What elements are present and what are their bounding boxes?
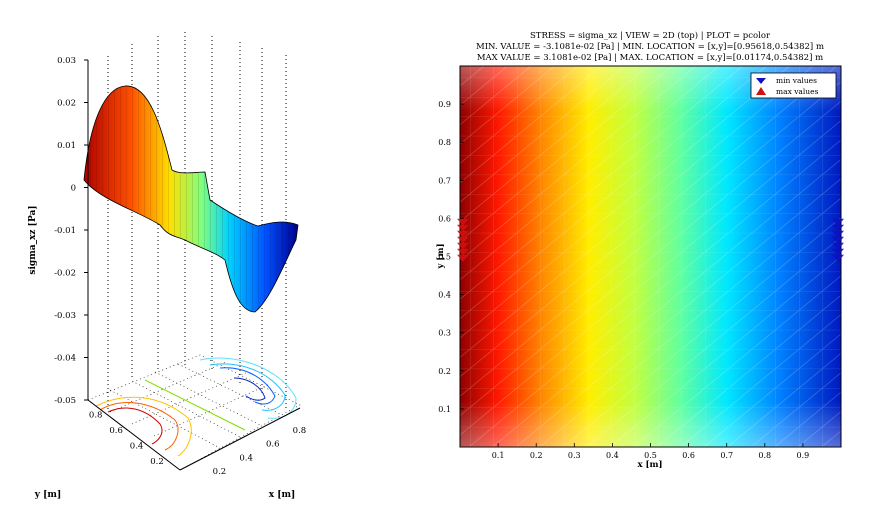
x-tick-label: 0.6 (682, 451, 695, 460)
y-tick-label: 0.9 (438, 100, 451, 109)
x-axis-label-3d: x [m] (269, 490, 296, 500)
x-tick-label-3d: 0.8 (293, 426, 307, 436)
x-axis-label: x [m] (637, 460, 662, 470)
y-tick-label: 0.2 (438, 367, 451, 376)
title-line-2: MIN. VALUE = -3.1081e-02 [Pa] | MIN. LOC… (476, 42, 824, 52)
z-tick-label: -0.03 (54, 311, 76, 321)
y-tick-label: 0.3 (438, 329, 451, 338)
z-tick-label: 0.03 (57, 56, 76, 66)
y-axis (87, 399, 181, 471)
y-tick-label: 0.1 (438, 405, 451, 414)
x-tick-label: 0.5 (644, 451, 657, 460)
max-marker (457, 242, 469, 250)
max-marker (457, 254, 469, 262)
z-tick-label: -0.04 (54, 354, 76, 364)
y-tick-label-3d: 0.2 (150, 457, 164, 467)
floor-grid (87, 354, 301, 471)
heatmap-plot: STRESS = sigma_xz | VIEW = 2D (top) | PL… (436, 30, 844, 470)
min-marker-icon (756, 78, 766, 84)
legend: min values max values (750, 72, 837, 99)
y-tick-labels-3d: 0.8 0.6 0.4 0.2 (89, 411, 164, 468)
y-axis-label: y [m] (436, 244, 446, 270)
max-marker (457, 224, 469, 232)
min-marker (832, 248, 844, 256)
z-tick-label: -0.02 (54, 269, 76, 279)
surface-plot-3d: 0.03 0.02 0.01 0 -0.01 -0.02 -0.03 -0.04 -0.05 0… (28, 32, 306, 500)
min-marker (832, 254, 844, 262)
title-line-1: STRESS = sigma_xz | VIEW = 2D (top) | PL… (530, 30, 771, 41)
min-marker (832, 224, 844, 232)
x-tick-label: 0.7 (720, 451, 733, 460)
max-marker-icon (756, 87, 766, 95)
x-tick-label-3d: 0.2 (213, 467, 227, 477)
y-tick-label: 0.6 (438, 214, 451, 223)
y-tick-label: 0.4 (438, 291, 451, 300)
x-axis (179, 407, 301, 471)
legend-min-label: min values (776, 76, 817, 85)
legend-max-label: max values (776, 87, 819, 96)
x-tick-label-3d: 0.6 (266, 440, 280, 450)
min-value-markers (832, 218, 844, 262)
min-marker (832, 230, 844, 238)
min-marker (832, 236, 844, 244)
y-tick-label: 0.8 (438, 138, 451, 147)
floor-contours (95, 357, 297, 457)
max-marker (457, 248, 469, 256)
y-tick-label: 0.7 (438, 176, 451, 185)
mesh-overlay (460, 66, 841, 447)
z-tick-label: 0.01 (57, 141, 76, 151)
max-marker (457, 236, 469, 244)
z-tick-label: 0.02 (57, 99, 76, 109)
y-tick-label-3d: 0.8 (89, 411, 103, 421)
max-marker (457, 230, 469, 238)
z-tick-labels: 0.03 0.02 0.01 0 -0.01 -0.02 -0.03 -0.04 -0.05 (54, 56, 88, 406)
x-tick-label: 0.1 (492, 451, 505, 460)
y-tick-label-3d: 0.6 (109, 426, 123, 436)
min-marker (832, 242, 844, 250)
x-tick-label: 0.9 (797, 451, 810, 460)
x-tick-label: 0.2 (530, 451, 543, 460)
z-axis-label: sigma_xz [Pa] (28, 205, 38, 274)
x-tick-labels-3d: 0.2 0.4 0.6 0.8 (213, 426, 307, 477)
y-tick-label: 0.5 (438, 253, 451, 262)
title-line-3: MAX VALUE = 3.1081e-02 [Pa] | MAX. LOCAT… (477, 53, 823, 63)
x-tick-labels: 0.1 0.2 0.3 0.4 0.5 0.6 0.7 0.8 0.9 (492, 443, 810, 460)
y-axis-label-3d: y [m] (34, 490, 61, 500)
y-tick-labels: 0.1 0.2 0.3 0.4 0.5 0.6 0.7 0.8 0.9 (438, 100, 464, 414)
x-tick-label: 0.3 (568, 451, 581, 460)
z-tick-label: 0 (71, 184, 76, 194)
y-tick-label-3d: 0.4 (130, 442, 144, 452)
z-tick-label: -0.05 (54, 396, 76, 406)
max-value-markers (457, 218, 469, 262)
x-tick-label-3d: 0.4 (239, 453, 253, 463)
z-tick-label: -0.01 (54, 226, 76, 236)
x-tick-label: 0.4 (606, 451, 619, 460)
x-tick-label: 0.8 (758, 451, 771, 460)
min-marker (832, 218, 844, 226)
max-marker (457, 218, 469, 226)
